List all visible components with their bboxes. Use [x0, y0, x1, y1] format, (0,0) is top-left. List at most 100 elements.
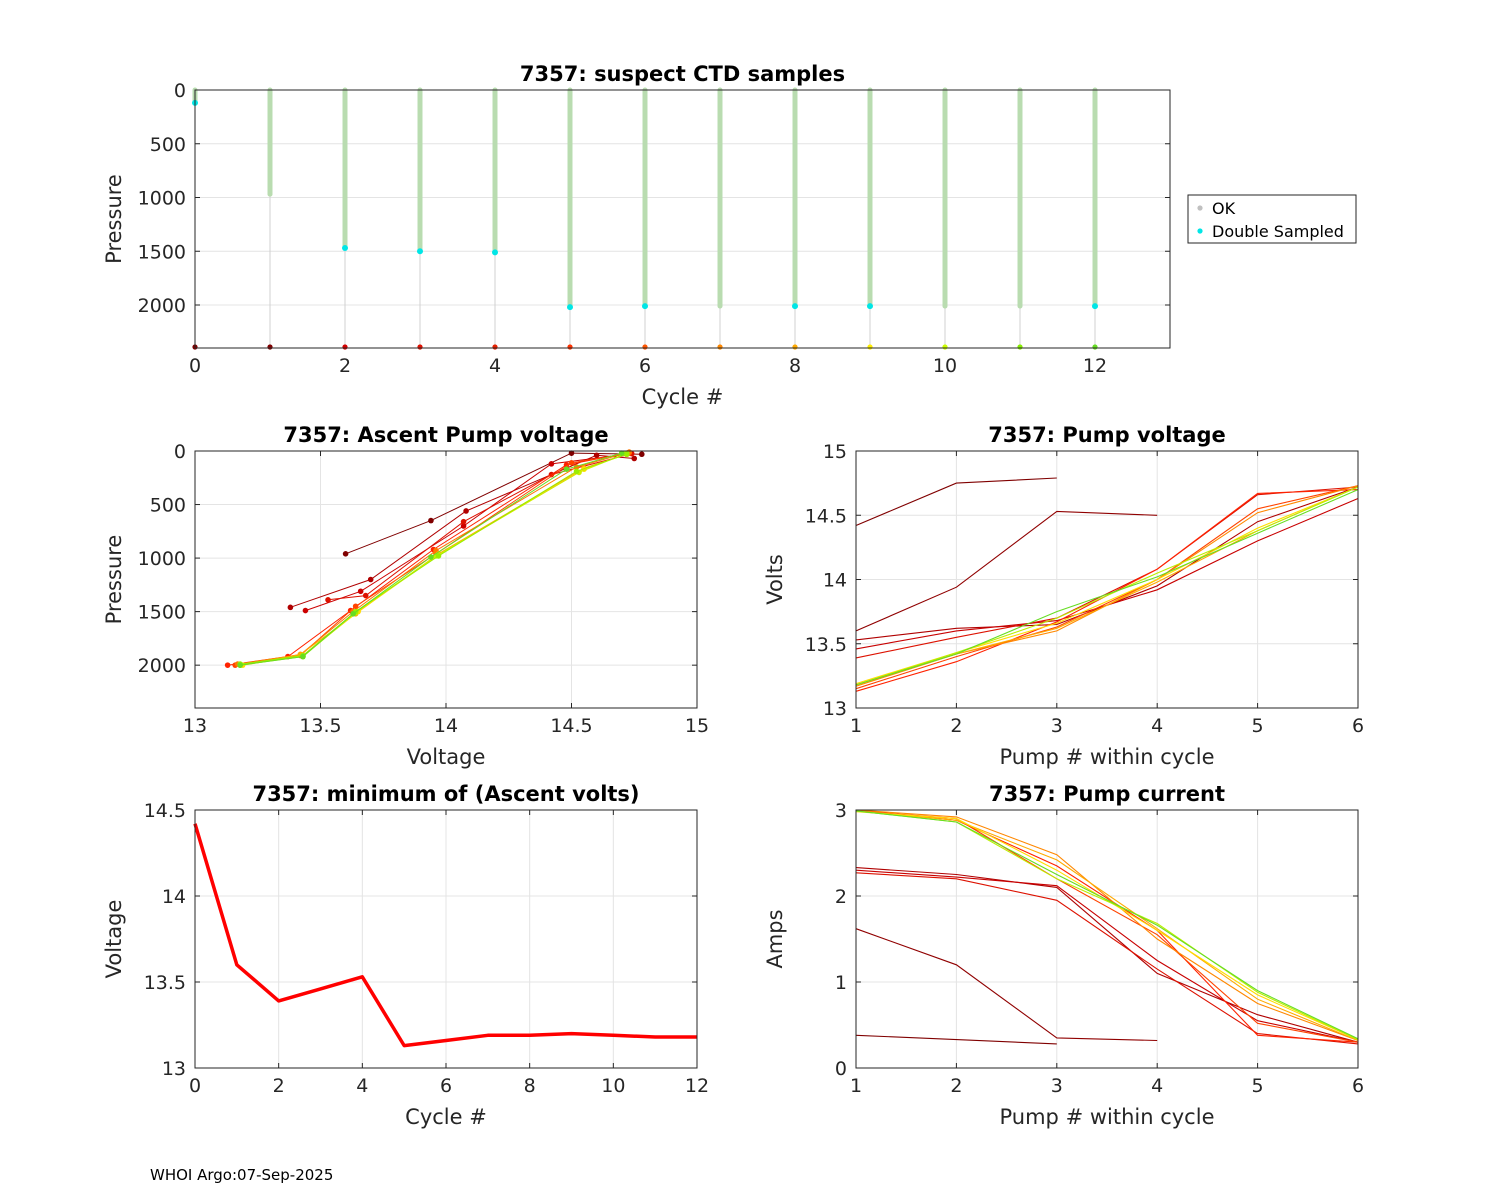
- pumpv-series-line: [855, 477, 1057, 527]
- pumpa-series-line: [855, 869, 1359, 1043]
- ctd-cycle-marker: [342, 344, 348, 350]
- ascent-series-point: [352, 603, 359, 610]
- ascent-series-point: [563, 462, 570, 468]
- minv-marks: [193, 823, 697, 1048]
- pumpa-series-line: [855, 1034, 1057, 1045]
- ascent-series-point: [350, 610, 356, 617]
- ctd-cycle-marker: [642, 344, 648, 350]
- pumpa-xlabel: Pump # within cycle: [1000, 1105, 1215, 1129]
- ascent-ytick-label: 500: [150, 495, 186, 517]
- ctd-legend-swatch: [1197, 205, 1203, 211]
- pumpa-xtick-label: 3: [1051, 1075, 1063, 1097]
- ctd-double-sampled-point: [1092, 303, 1098, 310]
- pumpv-ytick-label: 15: [823, 441, 847, 463]
- ctd-legend-swatch: [1197, 228, 1203, 234]
- minv-xtick-label: 2: [273, 1075, 285, 1097]
- minv-xtick-label: 0: [189, 1075, 201, 1097]
- pumpa-ytick-label: 3: [835, 800, 847, 822]
- pumpv-series-line: [855, 489, 1359, 686]
- ctd-title: 7357: suspect CTD samples: [520, 62, 845, 86]
- ctd-ytick-label: 1500: [138, 241, 186, 263]
- ascent-ylabel: Pressure: [102, 535, 126, 625]
- ascent-series-point: [428, 517, 434, 524]
- pumpv-ytick-label: 13.5: [805, 634, 847, 656]
- ctd-xtick-label: 6: [639, 355, 651, 377]
- minv-ytick-label: 13: [162, 1058, 186, 1080]
- ctd-legend-label: Double Sampled: [1212, 222, 1344, 241]
- ascent-xtick-label: 14.5: [550, 715, 592, 737]
- pumpv-series-line: [855, 485, 1359, 690]
- ascent-ytick-label: 2000: [138, 655, 186, 677]
- minv-title: 7357: minimum of (Ascent volts): [252, 782, 639, 806]
- minv-xtick-label: 4: [356, 1075, 368, 1097]
- ascent-series-line: [240, 453, 627, 665]
- ctd-double-sampled-point: [867, 303, 873, 310]
- ascent-ytick-label: 1500: [138, 602, 186, 624]
- pumpv-title: 7357: Pump voltage: [988, 423, 1226, 447]
- ctd-xtick-label: 2: [339, 355, 351, 377]
- ctd-cycle-marker: [492, 344, 498, 350]
- pumpv-series-line: [855, 510, 1158, 632]
- pumpv-series-line: [855, 486, 1359, 686]
- pumpa-xtick-label: 6: [1352, 1075, 1364, 1097]
- ascent-series-point: [463, 508, 469, 514]
- ascent-series-point: [342, 551, 349, 557]
- ascent-series-point: [287, 604, 294, 611]
- ascent-series-point: [357, 588, 364, 595]
- ctd-double-sampled-point: [792, 303, 798, 310]
- pumpa-title: 7357: Pump current: [989, 782, 1225, 806]
- ascent-series-point: [568, 450, 575, 456]
- pumpv-xtick-label: 4: [1151, 715, 1163, 737]
- ctd-cycle-marker: [567, 344, 573, 350]
- ctd-ytick-label: 2000: [138, 295, 186, 317]
- ascent-series-point: [548, 461, 555, 467]
- minv-xtick-label: 6: [440, 1075, 452, 1097]
- ascent-xtick-label: 13: [183, 715, 207, 737]
- pumpa-xtick-label: 5: [1252, 1075, 1264, 1097]
- ascent-series-point: [460, 518, 467, 525]
- pumpa-marks: [855, 809, 1359, 1045]
- ctd-chart: 0 2 4 6 8 10 12 0 500 1000 1500 2000 7357: suspect C…: [102, 62, 1171, 409]
- ascent-series-point: [638, 451, 645, 458]
- ctd-ylabel: Pressure: [102, 174, 126, 264]
- ctd-double-sampled-point: [342, 245, 348, 252]
- ascent-series-point: [428, 554, 434, 560]
- pumpv-ytick-label: 14: [823, 570, 847, 592]
- pumpv-series-line: [855, 486, 1359, 659]
- pumpa-ytick-label: 0: [835, 1058, 847, 1080]
- minv-axes-box: [194, 809, 698, 1069]
- pumpa-series-line: [855, 809, 1359, 1042]
- pumpv-xtick-label: 3: [1051, 715, 1063, 737]
- footer-caption: WHOI Argo:07-Sep-2025: [150, 1166, 334, 1184]
- ascent-series-point: [568, 459, 575, 466]
- ascent-series-point: [573, 468, 580, 475]
- pumpa-series-line: [855, 810, 1359, 1040]
- pumpa-series-line: [855, 810, 1359, 1042]
- pumpv-xtick-label: 6: [1352, 715, 1364, 737]
- ctd-axes-box: [194, 89, 1171, 349]
- ctd-double-sampled-point: [567, 304, 573, 311]
- ctd-double-sampled-point: [492, 249, 498, 256]
- ascent-series-point: [593, 452, 600, 459]
- pumpv-xlabel: Pump # within cycle: [1000, 745, 1215, 769]
- minv-xtick-label: 12: [685, 1075, 709, 1097]
- pumpv-axes-box: [855, 450, 1359, 709]
- ctd-double-sampled-point: [417, 248, 423, 255]
- minv-xtick-label: 8: [524, 1075, 536, 1097]
- minv-ytick-label: 14.5: [144, 800, 186, 822]
- pumpv-xtick-label: 5: [1252, 715, 1264, 737]
- pumpv-ytick-label: 14.5: [805, 505, 847, 527]
- ascent-series-point: [362, 592, 369, 599]
- ascent-ytick-label: 0: [174, 441, 186, 463]
- minv-series-line: [193, 823, 697, 1048]
- ctd-ytick-label: 1000: [138, 188, 186, 210]
- ctd-xtick-label: 4: [489, 355, 501, 377]
- ctd-cycle-marker: [1092, 344, 1098, 350]
- ascent-series-point: [618, 450, 625, 456]
- pumpa-ylabel: Amps: [763, 909, 787, 968]
- minv-ytick-label: 14: [162, 886, 186, 908]
- ascent-title: 7357: Ascent Pump voltage: [283, 423, 608, 447]
- ctd-cycle-marker: [267, 344, 273, 350]
- pumpa-xtick-label: 4: [1151, 1075, 1163, 1097]
